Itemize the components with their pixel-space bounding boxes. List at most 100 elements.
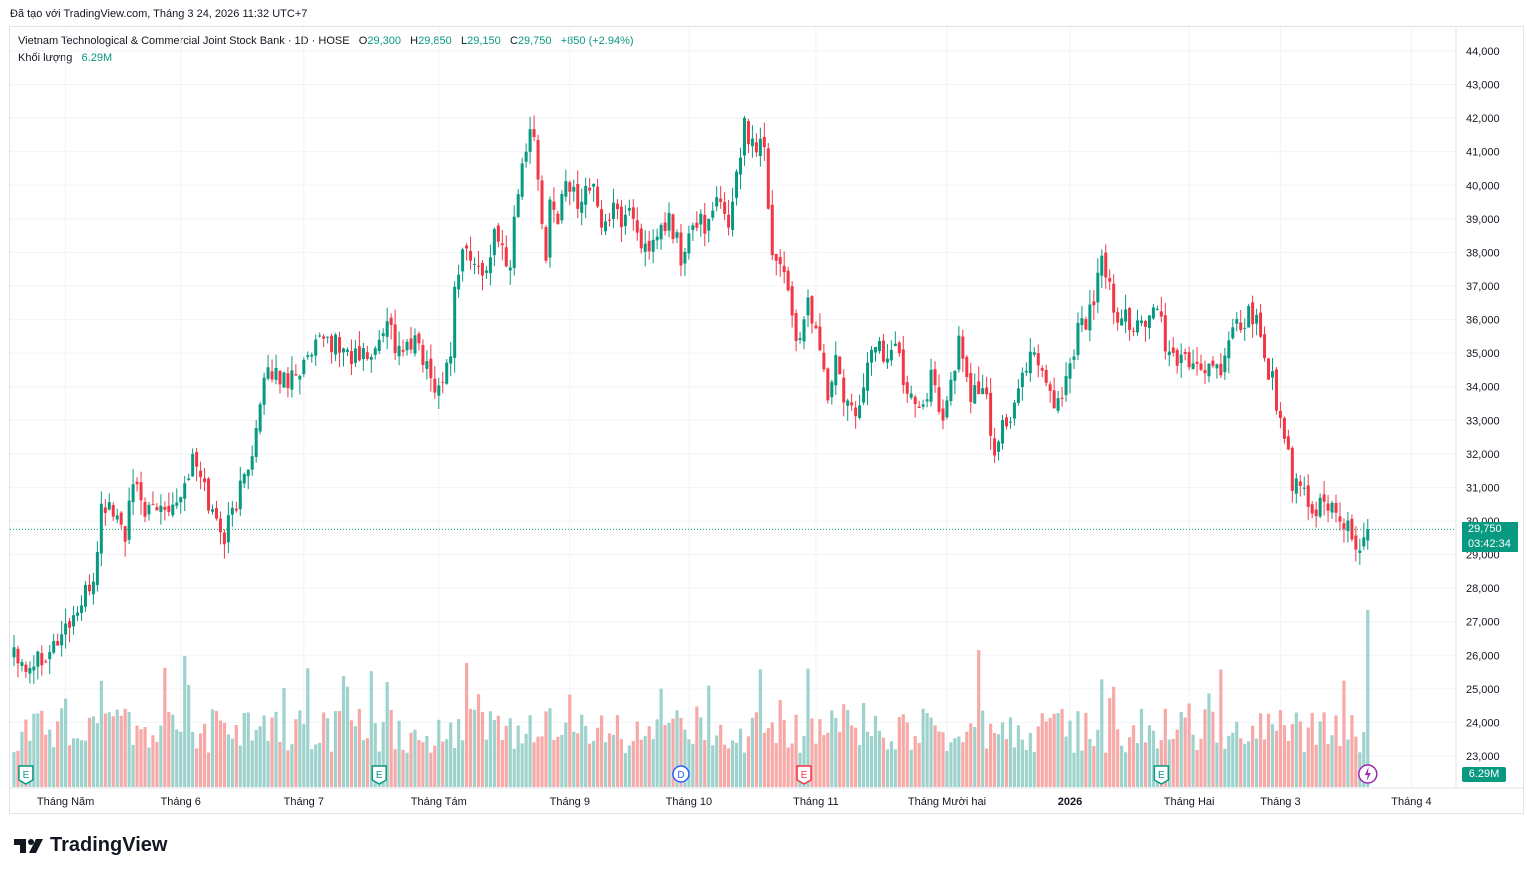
candle-body[interactable] — [345, 349, 349, 352]
candle-body[interactable] — [1008, 421, 1012, 423]
candle-body[interactable] — [1151, 307, 1155, 319]
volume-bar[interactable] — [1334, 715, 1338, 787]
volume-bar[interactable] — [369, 671, 373, 787]
candle-body[interactable] — [619, 206, 623, 228]
volume-bar[interactable] — [242, 712, 246, 787]
volume-bar[interactable] — [1096, 729, 1100, 787]
volume-bar[interactable] — [548, 708, 552, 787]
volume-bar[interactable] — [695, 706, 699, 787]
volume-bar[interactable] — [397, 720, 401, 787]
volume-label[interactable]: Khối lượng — [18, 52, 73, 64]
volume-bar[interactable] — [973, 727, 977, 787]
candle-body[interactable] — [1159, 311, 1163, 317]
candle-body[interactable] — [723, 201, 727, 214]
candle-body[interactable] — [1100, 255, 1104, 276]
volume-bar[interactable] — [314, 744, 318, 787]
candle-body[interactable] — [135, 481, 139, 485]
candle-body[interactable] — [389, 317, 393, 325]
volume-bar[interactable] — [1191, 734, 1195, 787]
candle-body[interactable] — [1056, 398, 1060, 411]
candle-body[interactable] — [1060, 397, 1064, 399]
candle-body[interactable] — [496, 225, 500, 242]
volume-bar[interactable] — [206, 752, 211, 787]
volume-bar[interactable] — [889, 741, 893, 787]
volume-bar[interactable] — [750, 717, 755, 787]
volume-bar[interactable] — [16, 750, 20, 787]
candle-body[interactable] — [397, 345, 401, 357]
candle-body[interactable] — [1274, 369, 1278, 411]
candle-body[interactable] — [1263, 334, 1267, 359]
volume-bar[interactable] — [1219, 669, 1223, 787]
candle-body[interactable] — [1231, 327, 1235, 339]
candle-body[interactable] — [361, 348, 365, 360]
candle-body[interactable] — [615, 203, 619, 210]
volume-bar[interactable] — [163, 667, 167, 787]
volume-bar[interactable] — [107, 712, 111, 787]
candle-body[interactable] — [139, 482, 143, 501]
volume-bar[interactable] — [56, 721, 60, 787]
candle-body[interactable] — [985, 387, 989, 395]
candle-body[interactable] — [1223, 355, 1227, 373]
volume-bar[interactable] — [532, 742, 536, 787]
candle-body[interactable] — [735, 171, 739, 198]
volume-bar[interactable] — [1195, 749, 1199, 787]
candle-body[interactable] — [568, 182, 572, 192]
candle-body[interactable] — [48, 652, 52, 660]
volume-bar[interactable] — [389, 709, 393, 787]
volume-bar[interactable] — [957, 736, 961, 787]
candle-body[interactable] — [294, 374, 298, 376]
volume-bar[interactable] — [139, 729, 143, 787]
volume-bar[interactable] — [191, 731, 195, 787]
volume-bar[interactable] — [179, 731, 183, 787]
volume-bar[interactable] — [1060, 708, 1064, 787]
candle-body[interactable] — [381, 333, 385, 337]
volume-bar[interactable] — [877, 730, 882, 787]
earnings-marker[interactable] — [18, 765, 34, 785]
volume-bar[interactable] — [1052, 713, 1056, 787]
candle-body[interactable] — [739, 157, 743, 175]
volume-bar[interactable] — [472, 709, 477, 787]
volume-bar[interactable] — [1024, 750, 1028, 787]
candle-body[interactable] — [667, 212, 671, 231]
volume-bar[interactable] — [758, 669, 762, 787]
volume-bar[interactable] — [1076, 711, 1080, 787]
volume-bar[interactable] — [226, 734, 230, 787]
candle-body[interactable] — [1191, 363, 1195, 370]
volume-bar[interactable] — [111, 716, 115, 787]
volume-bar[interactable] — [1243, 743, 1247, 787]
volume-bar[interactable] — [250, 740, 254, 787]
candle-body[interactable] — [913, 396, 917, 405]
candle-body[interactable] — [961, 336, 965, 359]
symbol-name[interactable]: Vietnam Technological & Commercial Joint… — [18, 35, 350, 47]
volume-bar[interactable] — [1203, 709, 1207, 787]
volume-bar[interactable] — [992, 732, 997, 787]
candle-body[interactable] — [1330, 502, 1334, 513]
volume-bar[interactable] — [568, 694, 572, 787]
volume-bar[interactable] — [421, 742, 425, 787]
candle-body[interactable] — [250, 456, 254, 470]
volume-bar[interactable] — [810, 718, 814, 787]
volume-bar[interactable] — [1084, 712, 1088, 787]
volume-bar[interactable] — [1048, 717, 1052, 787]
candle-body[interactable] — [548, 199, 552, 258]
volume-bar[interactable] — [544, 711, 548, 787]
volume-bar[interactable] — [651, 739, 655, 787]
volume-bar[interactable] — [917, 743, 921, 787]
candle-body[interactable] — [1179, 354, 1183, 364]
volume-bar[interactable] — [1207, 693, 1211, 787]
candle-body[interactable] — [1171, 347, 1175, 353]
volume-bar[interactable] — [639, 739, 643, 787]
candle-body[interactable] — [965, 357, 969, 378]
candle-body[interactable] — [873, 347, 877, 353]
candle-body[interactable] — [544, 227, 548, 261]
volume-bar[interactable] — [361, 740, 365, 787]
volume-bar[interactable] — [806, 668, 810, 787]
volume-bar[interactable] — [75, 738, 80, 787]
volume-bar[interactable] — [742, 752, 747, 787]
volume-bar[interactable] — [925, 713, 929, 787]
volume-bar[interactable] — [484, 739, 489, 787]
volume-bar[interactable] — [290, 744, 294, 787]
candle-body[interactable] — [731, 201, 735, 231]
candle-body[interactable] — [207, 478, 211, 511]
